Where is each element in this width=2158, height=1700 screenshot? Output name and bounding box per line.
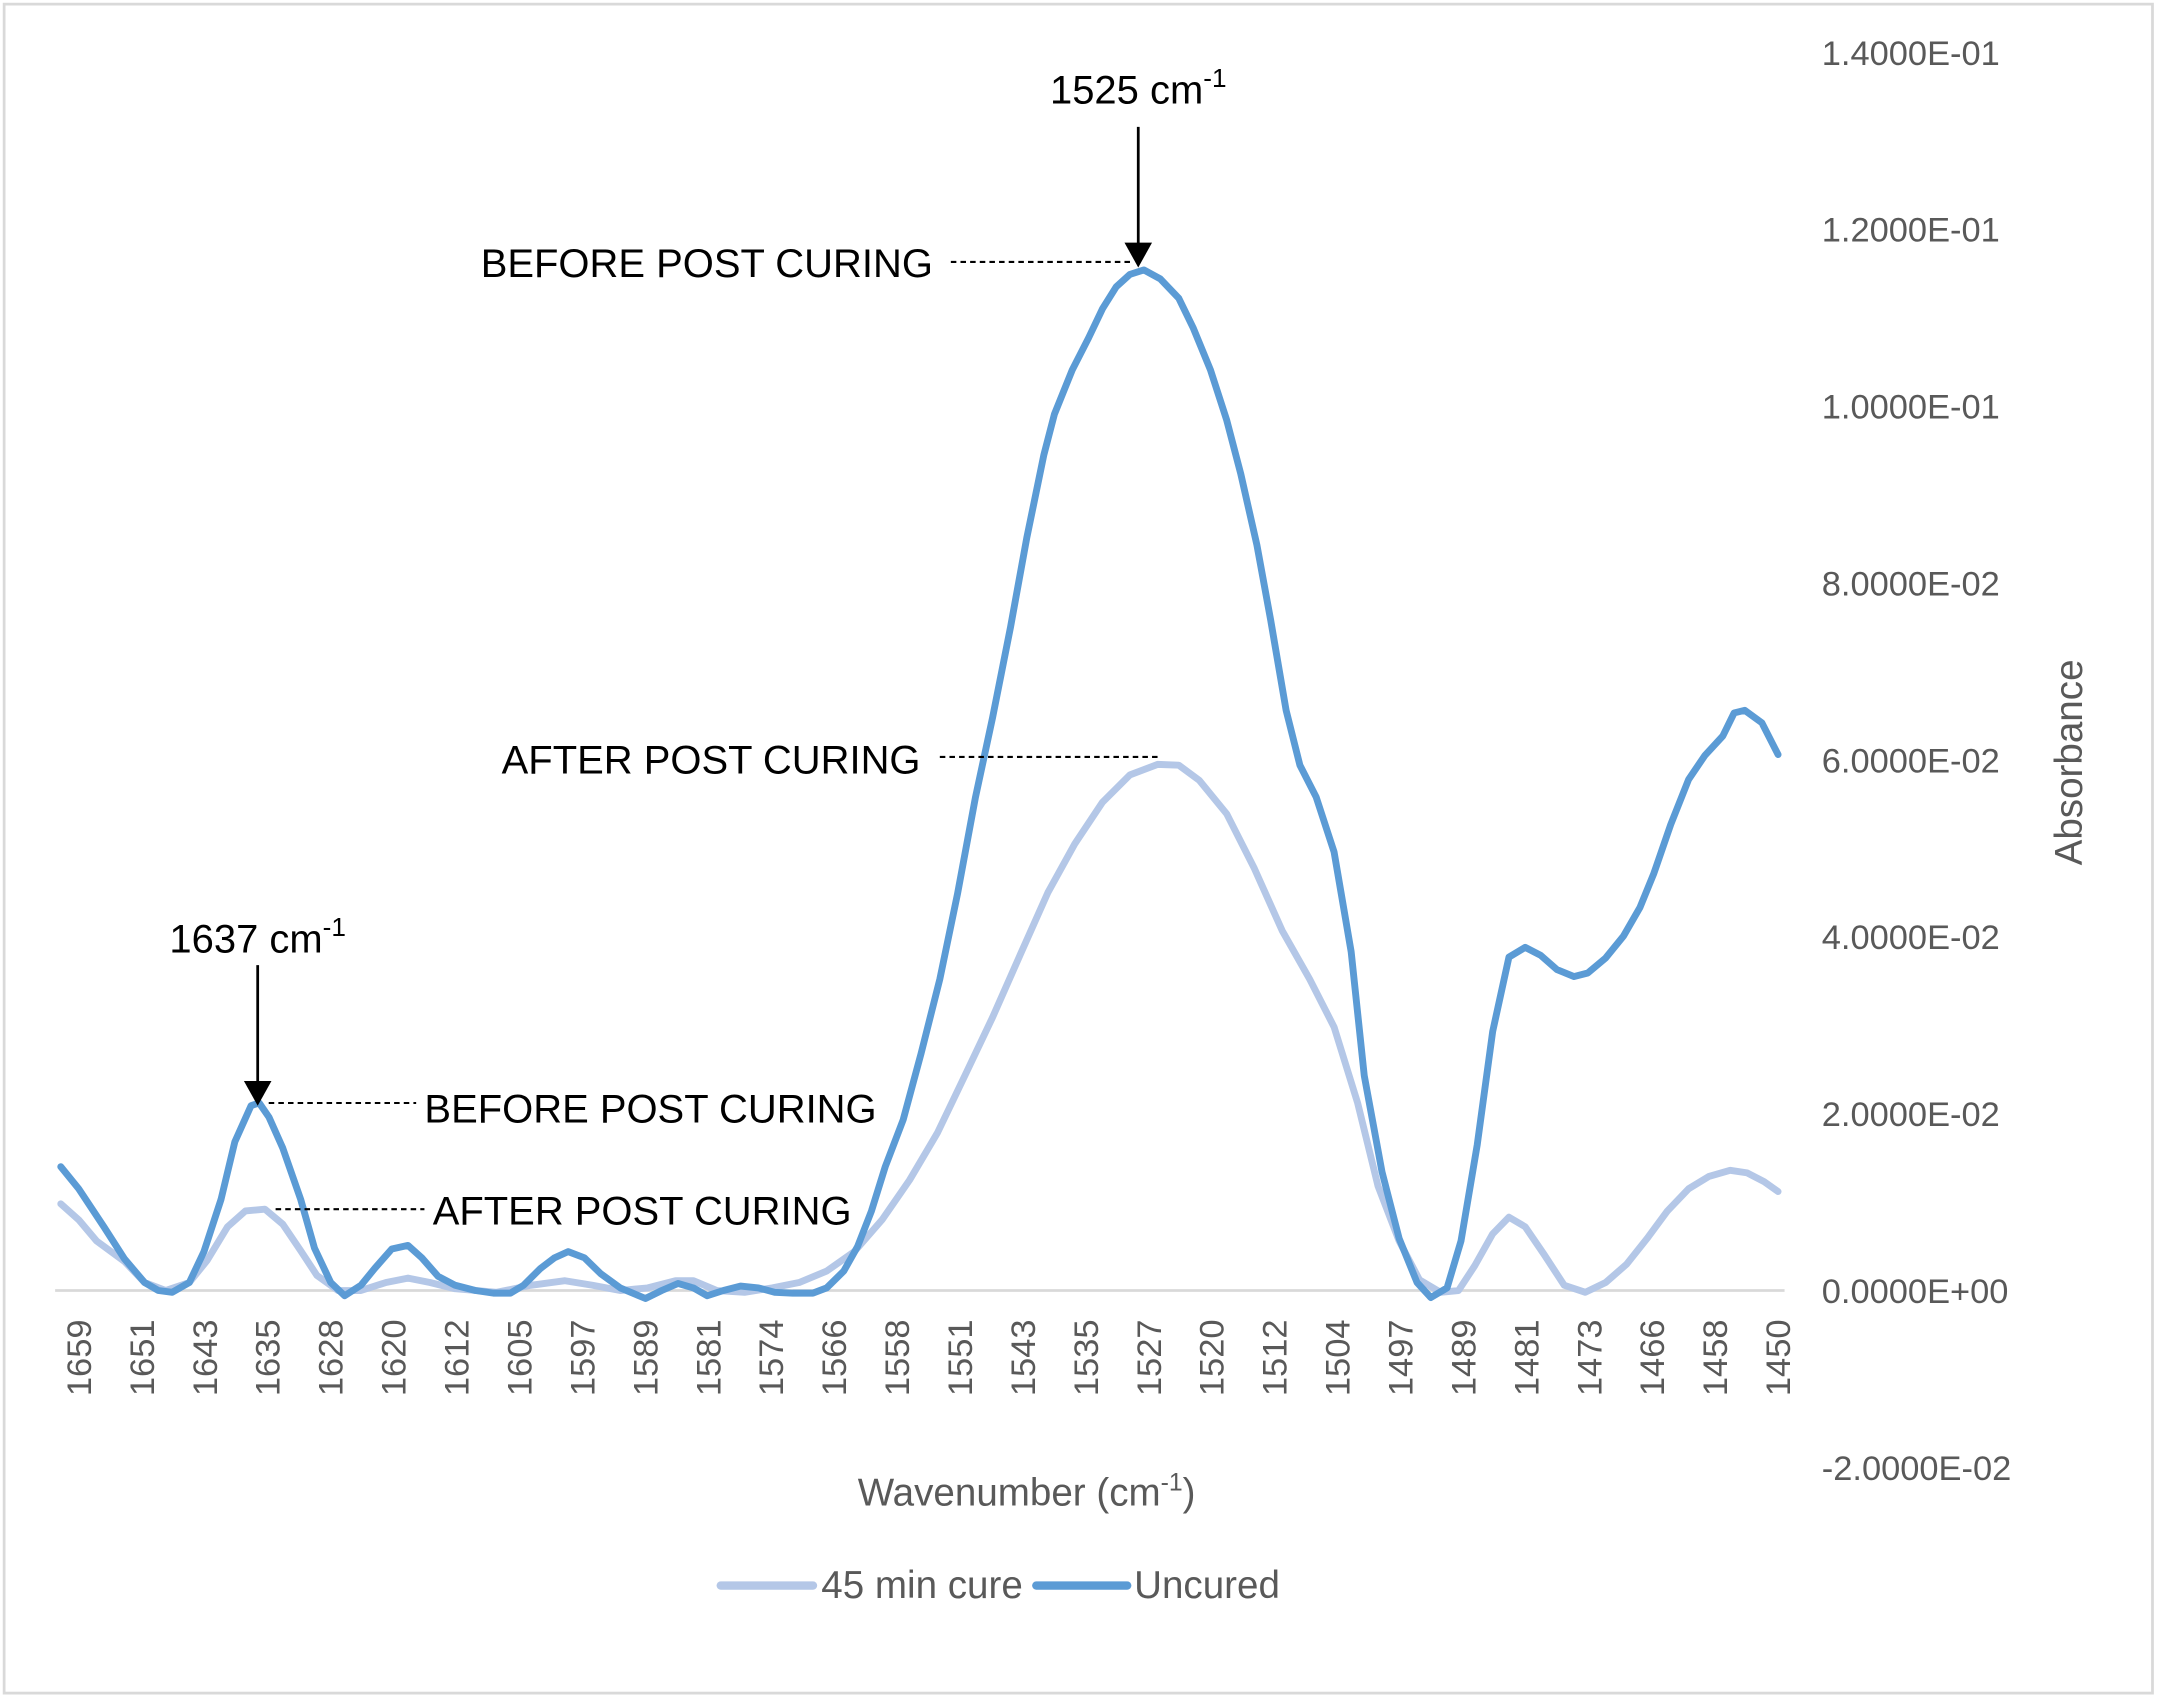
y-tick-label: 2.0000E-02 [1822, 1096, 2000, 1134]
x-tick-label: 1651 [124, 1319, 162, 1396]
x-tick-label: 1589 [627, 1319, 665, 1396]
legend-label-45-min-cure: 45 min cure [821, 1564, 1023, 1607]
x-tick-label: 1543 [1005, 1319, 1043, 1396]
x-tick-labels: 1659 1651 1643 1635 1628 1620 1612 1605 1597 1589… [61, 1319, 1798, 1396]
x-tick-label: 1551 [942, 1319, 980, 1396]
x-tick-label: 1643 [187, 1319, 225, 1396]
arrowhead-1525-icon [1124, 242, 1153, 268]
y-tick-label: 6.0000E-02 [1822, 742, 2000, 780]
series-line-uncured [57, 266, 1782, 1302]
x-tick-label: 1527 [1131, 1319, 1169, 1396]
y-tick-label: 4.0000E-02 [1822, 919, 2000, 957]
x-tick-label: 1520 [1194, 1319, 1232, 1396]
y-tick-label: 1.0000E-01 [1822, 389, 2000, 427]
x-tick-label: 1450 [1760, 1319, 1798, 1396]
x-tick-label: 1574 [753, 1319, 791, 1396]
x-tick-label: 1558 [879, 1319, 917, 1396]
after-post-curing-1525: AFTER POST CURING [502, 738, 921, 782]
annotation-1637: 1637 cm-1 BEFORE POST CURING AFTER POST … [169, 912, 876, 1233]
x-tick-label: 1628 [313, 1319, 351, 1396]
y-tick-label: 0.0000E+00 [1822, 1273, 2009, 1311]
series-lines [57, 266, 1782, 1302]
x-tick-label: 1512 [1257, 1319, 1295, 1396]
x-tick-label: 1635 [250, 1319, 288, 1396]
peak-1637-label: 1637 cm-1 [169, 912, 346, 962]
x-axis-title: Wavenumber (cm-1) [858, 1469, 1196, 1514]
x-tick-label: 1659 [61, 1319, 99, 1396]
y-tick-label: 8.0000E-02 [1822, 565, 2000, 603]
x-tick-label: 1481 [1508, 1319, 1546, 1396]
y-tick-label: 1.2000E-01 [1822, 212, 2000, 250]
x-tick-label: 1466 [1634, 1319, 1672, 1396]
y-tick-labels: 1.4000E-01 1.2000E-01 1.0000E-01 8.0000E-02… [1822, 35, 2011, 1488]
x-tick-label: 1612 [439, 1319, 477, 1396]
x-tick-label: 1497 [1382, 1319, 1420, 1396]
x-tick-label: 1620 [376, 1319, 414, 1396]
x-tick-label: 1597 [564, 1319, 602, 1396]
after-post-curing-1637: AFTER POST CURING [433, 1189, 852, 1233]
legend: 45 min cure Uncured [716, 1564, 1280, 1607]
before-post-curing-1637: BEFORE POST CURING [424, 1087, 876, 1131]
y-tick-label: -2.0000E-02 [1822, 1450, 2011, 1488]
x-tick-label: 1605 [501, 1319, 539, 1396]
x-tick-label: 1473 [1571, 1319, 1609, 1396]
annotation-1525: 1525 cm-1 BEFORE POST CURING AFTER POST … [481, 63, 1227, 783]
before-post-curing-1525: BEFORE POST CURING [481, 242, 933, 286]
y-axis-title: Absorbance [2048, 659, 2091, 865]
peak-1525-label: 1525 cm-1 [1050, 63, 1227, 113]
x-tick-label: 1504 [1320, 1319, 1358, 1396]
y-tick-label: 1.4000E-01 [1822, 35, 2000, 73]
x-tick-label: 1566 [816, 1319, 854, 1396]
x-tick-label: 1581 [690, 1319, 728, 1396]
legend-label-uncured: Uncured [1134, 1564, 1280, 1607]
x-tick-label: 1489 [1445, 1319, 1483, 1396]
series-line-45-min-cure [57, 760, 1782, 1296]
x-tick-label: 1458 [1697, 1319, 1735, 1396]
arrowhead-1637-icon [243, 1080, 272, 1106]
x-tick-label: 1535 [1068, 1319, 1106, 1396]
